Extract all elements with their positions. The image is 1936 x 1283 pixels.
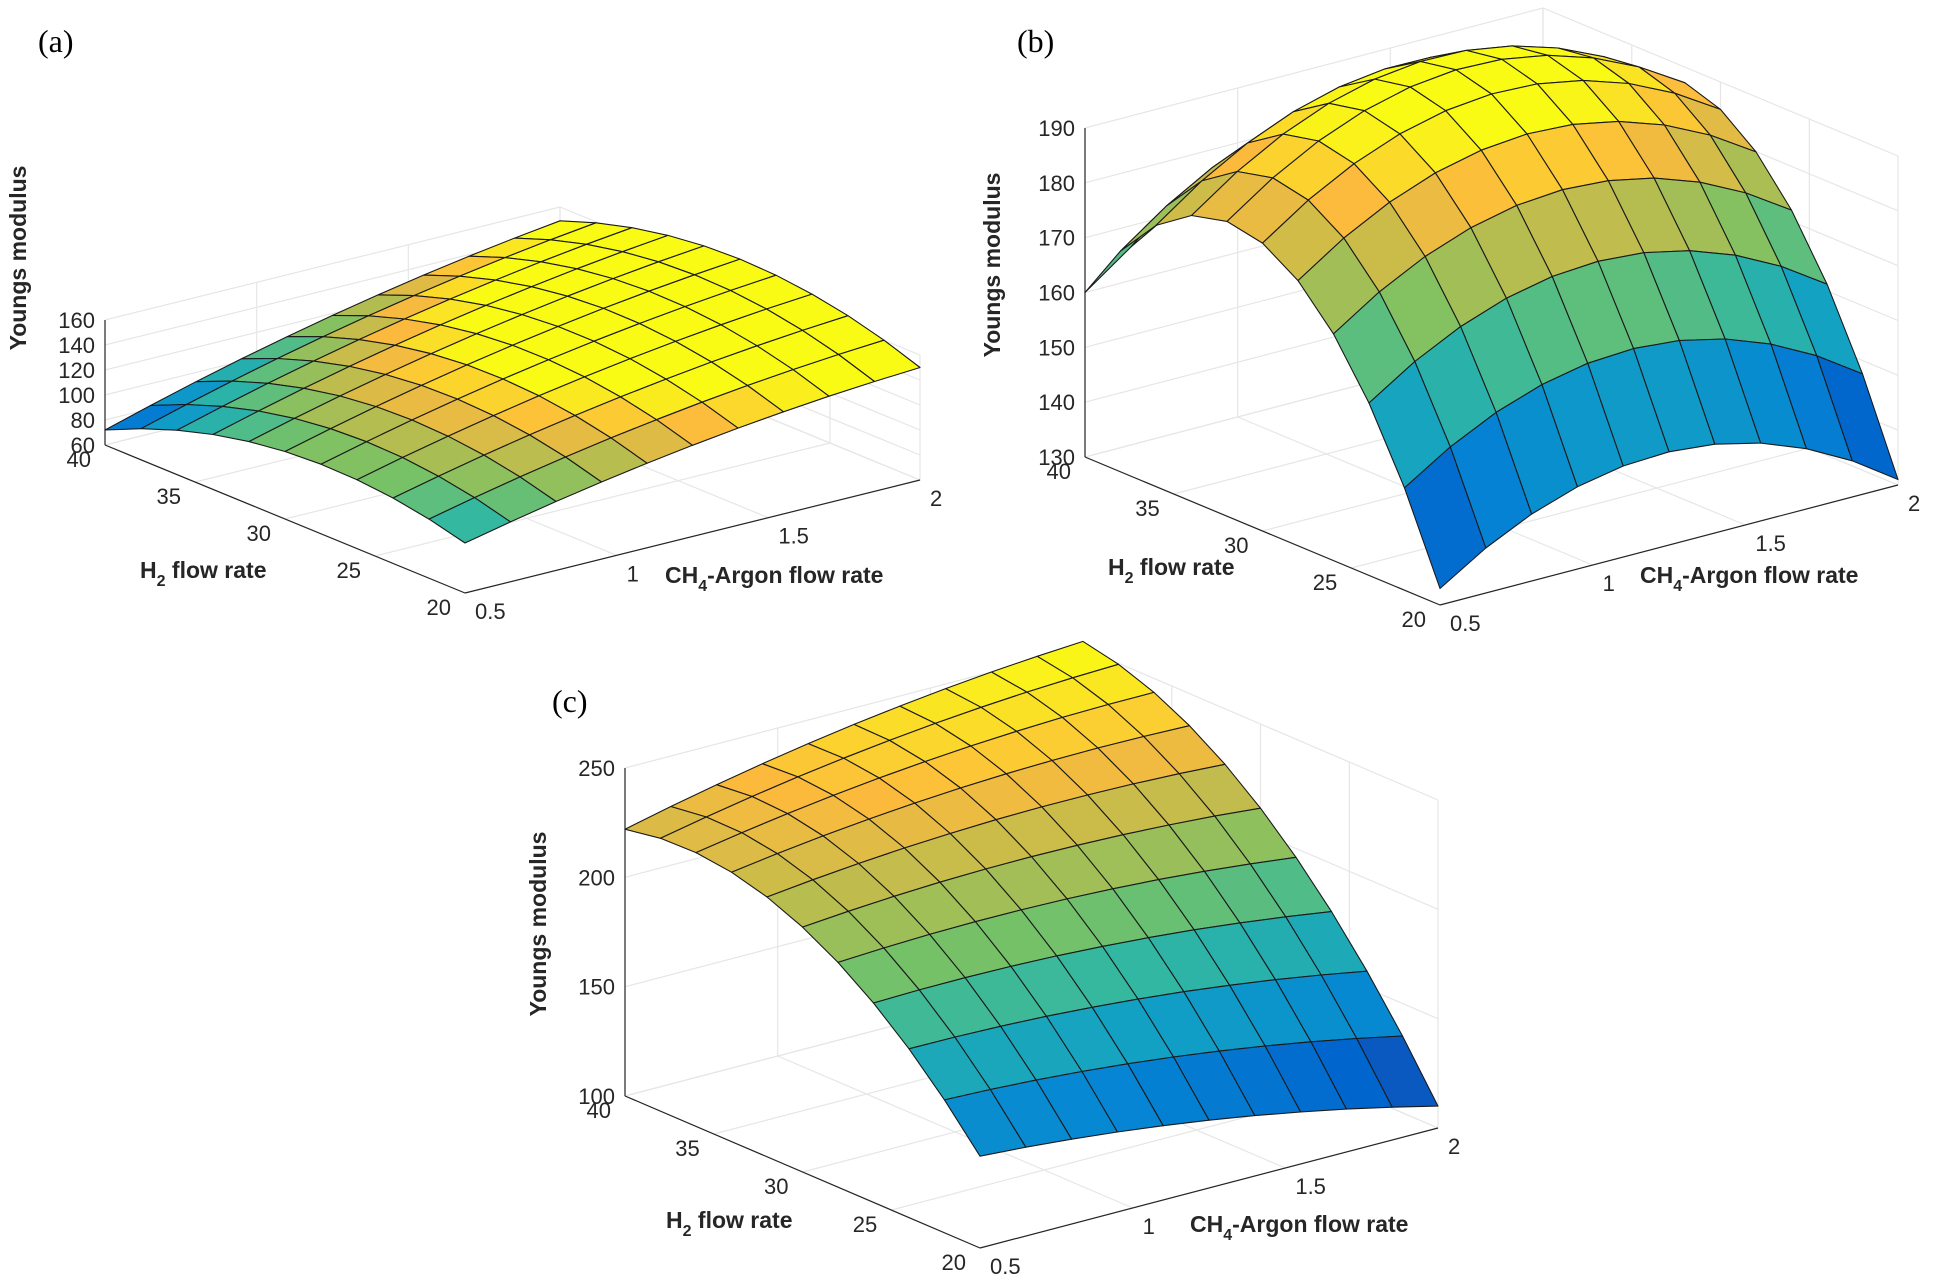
z-tick-label: 60 [71,433,95,458]
x-tick-label: 1.5 [778,524,809,549]
y-axis-label: H2 flow rate [1108,554,1235,587]
x-axis-line [1439,484,1899,606]
y-axis-label-rest: flow rate [1134,554,1235,580]
x-axis-label: CH4-Argon flow rate [665,562,883,595]
x-tick-label: 1 [1603,571,1615,596]
y-axis-line [624,1095,981,1249]
x-axis-line [464,479,921,594]
x-tick-label: 1 [1143,1214,1155,1239]
y-tick-label: 40 [587,1098,611,1123]
y-axis-label-main: H [1108,554,1125,580]
x-axis-label-subscript: 4 [698,578,707,595]
z-tick-label: 200 [578,865,615,890]
y-axis-label: H2 flow rate [666,1207,793,1240]
z-tick-label: 130 [1038,445,1075,470]
z-tick-label: 190 [1038,116,1075,141]
y-axis-label-rest: flow rate [692,1207,793,1233]
x-tick-label: 2 [1448,1134,1460,1159]
y-tick-label: 20 [427,595,451,620]
x-axis-line [979,1127,1439,1249]
y-tick-label: 40 [67,447,91,472]
panel-label: (a) [38,23,74,59]
z-tick-label: 120 [58,358,95,383]
x-axis-label-rest: -Argon flow rate [707,562,883,588]
surface-patch [943,1088,1027,1157]
y-tick-label: 20 [1402,607,1426,632]
z-tick-label: 160 [1038,281,1075,306]
x-tick-label: 2 [1908,491,1920,516]
y-axis-label-subscript: 2 [1125,570,1134,587]
y-tick-label: 25 [853,1212,877,1237]
z-axis-label: Youngs modulus [5,166,31,351]
z-axis-label: Youngs modulus [525,832,551,1017]
y-axis-label-subscript: 2 [157,573,166,590]
z-axis-label: Youngs modulus [979,173,1005,358]
x-axis-label-subscript: 4 [1223,1227,1232,1244]
y-axis-label-main: H [140,557,157,583]
x-axis-label: CH4-Argon flow rate [1640,562,1858,595]
y-tick-label: 30 [1224,533,1248,558]
z-tick-label: 150 [578,975,615,1000]
x-axis-label-rest: -Argon flow rate [1682,562,1858,588]
y-tick-label: 20 [942,1250,966,1275]
y-tick-label: 35 [157,484,181,509]
x-axis-label-subscript: 4 [1673,578,1682,595]
y-axis-label: H2 flow rate [140,557,267,590]
panel-label: (c) [552,683,588,719]
x-tick-label: 1.5 [1295,1174,1326,1199]
y-tick-label: 25 [1313,570,1337,595]
y-axis-line [104,444,466,594]
z-tick-label: 160 [58,308,95,333]
y-tick-label: 25 [337,558,361,583]
z-tick-label: 100 [578,1084,615,1109]
z-tick-label: 80 [71,408,95,433]
y-axis-line [1084,456,1441,606]
x-axis-label-main: CH [1640,562,1673,588]
y-tick-label: 30 [764,1174,788,1199]
y-axis-label-subscript: 2 [683,1223,692,1240]
z-tick-label: 140 [1038,390,1075,415]
x-tick-label: 0.5 [475,599,506,624]
panel-label: (b) [1017,23,1054,59]
surface-patch [428,497,512,544]
z-tick-label: 250 [578,756,615,781]
x-tick-label: 0.5 [1450,611,1481,636]
x-axis-label-main: CH [1190,1211,1223,1237]
y-tick-label: 30 [247,521,271,546]
x-axis-label: CH4-Argon flow rate [1190,1211,1408,1244]
y-axis-label-main: H [666,1207,683,1233]
z-tick-label: 140 [58,333,95,358]
surface-plot-3: 100 150 200 250 20 25 30 35 40 0.5 1 1.5 2 Youngs mod… [525,640,1460,1279]
y-tick-label: 40 [1047,459,1071,484]
y-tick-label: 35 [675,1136,699,1161]
y-axis-label-rest: flow rate [166,557,267,583]
z-tick-label: 100 [58,383,95,408]
x-axis-label-main: CH [665,562,698,588]
z-tick-label: 180 [1038,171,1075,196]
z-tick-label: 150 [1038,335,1075,360]
x-axis-label-rest: -Argon flow rate [1232,1211,1408,1237]
surface-patch [1403,446,1487,590]
y-tick-label: 35 [1135,496,1159,521]
x-tick-label: 1 [627,561,639,586]
surface-plot-2: 130 140 150 160 170 180 190 20 25 30 35 40 0.5 1 1.5 2 Y… [979,7,1920,636]
x-tick-label: 2 [930,486,942,511]
z-tick-label: 170 [1038,226,1075,251]
x-tick-label: 0.5 [990,1254,1021,1279]
x-tick-label: 1.5 [1755,531,1786,556]
